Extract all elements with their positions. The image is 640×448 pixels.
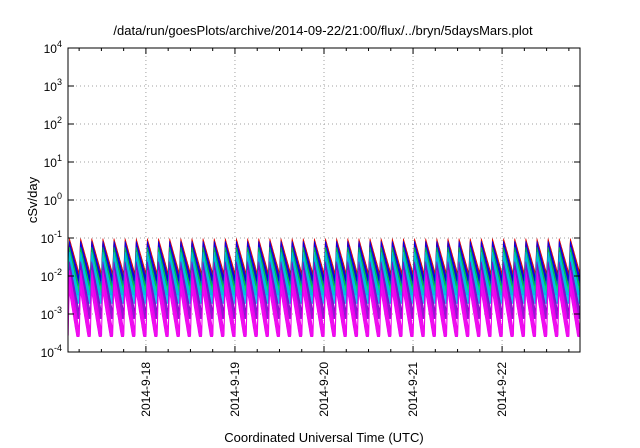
x-tick-label: 2014-9-22 bbox=[495, 362, 509, 417]
y-axis-label: cSv/day bbox=[25, 176, 40, 223]
x-ticks: 2014-9-18 2014-9-19 2014-9-20 2014-9-21 2014… bbox=[78, 48, 570, 417]
chart-title: /data/run/goesPlots/archive/2014-09-22/2… bbox=[113, 23, 533, 38]
y-tick-label: 104 bbox=[44, 39, 62, 56]
y-tick-label: 10-2 bbox=[41, 267, 62, 284]
x-axis-label: Coordinated Universal Time (UTC) bbox=[224, 430, 423, 445]
x-tick-label: 2014-9-18 bbox=[139, 362, 153, 417]
y-tick-label: 102 bbox=[44, 115, 62, 132]
series-layer bbox=[67, 238, 581, 337]
y-tick-label: 10-3 bbox=[41, 305, 62, 322]
x-tick-label: 2014-9-21 bbox=[406, 362, 420, 417]
y-tick-label: 10-1 bbox=[41, 229, 62, 246]
y-tick-label: 103 bbox=[44, 77, 62, 94]
y-ticks: 10-4 10-3 10-2 10-1 100 101 102 103 104 bbox=[41, 39, 580, 360]
x-tick-label: 2014-9-19 bbox=[228, 362, 242, 417]
y-tick-label: 10-4 bbox=[41, 343, 62, 360]
y-tick-label: 100 bbox=[44, 191, 62, 208]
y-tick-label: 101 bbox=[44, 153, 62, 170]
x-tick-label: 2014-9-20 bbox=[317, 362, 331, 417]
